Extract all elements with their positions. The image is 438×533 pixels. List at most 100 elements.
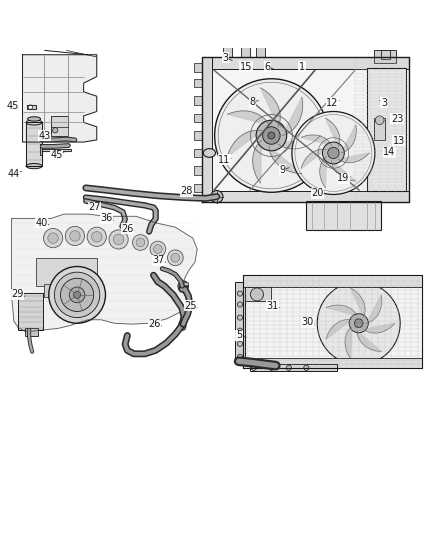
Text: 8: 8 xyxy=(249,98,255,107)
Polygon shape xyxy=(357,331,381,352)
Circle shape xyxy=(74,292,81,298)
Polygon shape xyxy=(341,125,356,153)
Text: 13: 13 xyxy=(393,136,405,146)
Circle shape xyxy=(256,120,287,151)
Circle shape xyxy=(237,291,243,296)
Polygon shape xyxy=(269,146,302,174)
Text: 25: 25 xyxy=(184,301,197,311)
Bar xyxy=(194,114,202,123)
Circle shape xyxy=(268,132,275,139)
Circle shape xyxy=(60,278,94,311)
Bar xyxy=(194,131,202,140)
Circle shape xyxy=(322,142,344,164)
Polygon shape xyxy=(345,327,352,359)
Bar xyxy=(223,47,232,57)
Text: 43: 43 xyxy=(38,131,50,141)
Ellipse shape xyxy=(203,149,215,157)
Bar xyxy=(179,282,187,285)
Polygon shape xyxy=(301,135,332,146)
Text: 45: 45 xyxy=(7,101,19,111)
Polygon shape xyxy=(227,111,269,125)
Polygon shape xyxy=(253,140,261,183)
Bar xyxy=(381,50,390,59)
Text: 11: 11 xyxy=(218,155,230,165)
Circle shape xyxy=(48,233,58,244)
Bar xyxy=(201,57,212,202)
Circle shape xyxy=(237,302,243,307)
Bar xyxy=(201,191,409,202)
Ellipse shape xyxy=(28,117,41,121)
Circle shape xyxy=(87,227,106,246)
Bar xyxy=(194,166,202,175)
Ellipse shape xyxy=(26,164,42,169)
Text: 45: 45 xyxy=(50,150,63,160)
Circle shape xyxy=(237,328,243,333)
Text: 14: 14 xyxy=(383,147,396,157)
Text: 19: 19 xyxy=(337,173,350,183)
Circle shape xyxy=(136,238,145,247)
Text: 5: 5 xyxy=(236,330,242,341)
Circle shape xyxy=(237,354,243,359)
Text: 1: 1 xyxy=(299,61,305,71)
Text: 36: 36 xyxy=(100,214,113,223)
Circle shape xyxy=(113,234,124,245)
Polygon shape xyxy=(283,98,303,135)
Circle shape xyxy=(304,365,309,370)
Circle shape xyxy=(178,281,188,292)
Circle shape xyxy=(215,79,328,192)
Polygon shape xyxy=(22,55,97,142)
Text: 12: 12 xyxy=(326,98,339,108)
Circle shape xyxy=(286,365,291,370)
Circle shape xyxy=(150,241,166,257)
Ellipse shape xyxy=(179,321,186,330)
Circle shape xyxy=(211,190,223,203)
Circle shape xyxy=(167,250,183,265)
Bar xyxy=(44,284,88,297)
Polygon shape xyxy=(278,135,320,149)
Circle shape xyxy=(292,111,375,195)
Circle shape xyxy=(153,245,162,253)
Circle shape xyxy=(49,266,106,323)
Text: 37: 37 xyxy=(152,255,165,265)
Circle shape xyxy=(69,287,85,303)
Bar xyxy=(35,258,97,286)
Circle shape xyxy=(269,365,274,370)
Polygon shape xyxy=(326,319,352,339)
Text: 29: 29 xyxy=(11,289,24,300)
Bar xyxy=(194,63,202,72)
Circle shape xyxy=(354,319,363,328)
Bar xyxy=(250,364,337,372)
Text: 40: 40 xyxy=(35,218,48,228)
Text: 31: 31 xyxy=(266,301,279,311)
Bar xyxy=(194,96,202,105)
Polygon shape xyxy=(351,288,365,317)
Text: 3: 3 xyxy=(381,98,387,108)
Text: 23: 23 xyxy=(391,114,403,124)
Text: 15: 15 xyxy=(240,61,252,71)
Bar xyxy=(18,293,43,330)
Circle shape xyxy=(109,230,128,249)
Polygon shape xyxy=(301,149,326,168)
Polygon shape xyxy=(320,156,326,188)
Circle shape xyxy=(349,313,368,333)
Bar xyxy=(201,57,409,69)
Polygon shape xyxy=(325,118,340,147)
Bar xyxy=(194,149,202,157)
Polygon shape xyxy=(243,275,422,368)
Bar xyxy=(194,79,202,87)
Polygon shape xyxy=(338,153,369,163)
Text: 27: 27 xyxy=(88,202,101,212)
Bar xyxy=(245,287,272,302)
Bar xyxy=(374,118,385,140)
Circle shape xyxy=(43,229,63,248)
Polygon shape xyxy=(227,131,261,157)
Bar xyxy=(235,282,245,361)
Text: 26: 26 xyxy=(148,319,161,329)
Bar xyxy=(306,200,381,230)
Polygon shape xyxy=(367,295,382,323)
Circle shape xyxy=(237,315,243,320)
Text: 44: 44 xyxy=(8,169,20,179)
Polygon shape xyxy=(201,57,409,202)
Ellipse shape xyxy=(26,120,42,125)
Bar xyxy=(51,116,68,135)
